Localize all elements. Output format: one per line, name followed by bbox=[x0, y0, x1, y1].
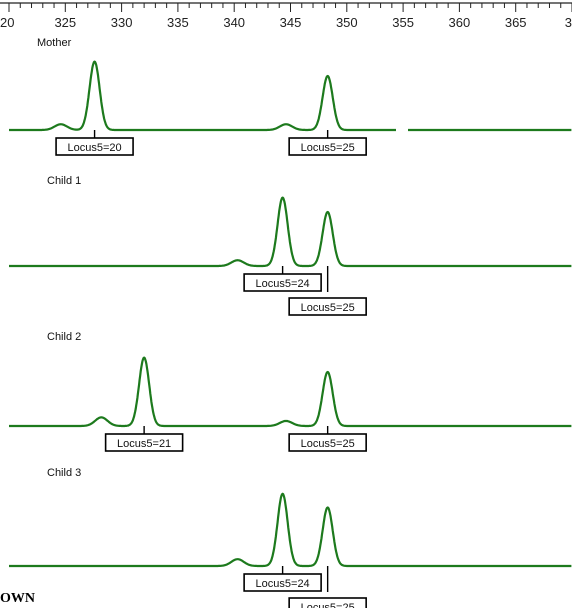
allele-box bbox=[288, 597, 367, 608]
x-tick-label: 355 bbox=[392, 15, 414, 30]
footer-text: OWN bbox=[0, 591, 35, 606]
x-tick-label: 325 bbox=[54, 15, 76, 30]
x-tick-label: 340 bbox=[223, 15, 245, 30]
x-tick-label: 20 bbox=[0, 15, 14, 30]
panel-label: Child 3 bbox=[47, 467, 81, 479]
x-tick-label: 350 bbox=[336, 15, 358, 30]
x-tick-label: 360 bbox=[449, 15, 471, 30]
allele-box bbox=[288, 297, 367, 316]
allele-label: Locus5=25 bbox=[301, 142, 355, 154]
panel-label: Mother bbox=[37, 37, 72, 49]
panel-label: Child 1 bbox=[47, 175, 81, 187]
allele-label: Locus5=21 bbox=[117, 438, 171, 450]
allele-label: Locus5=20 bbox=[68, 142, 122, 154]
allele-label: Locus5=24 bbox=[256, 278, 310, 290]
trace-line bbox=[8, 356, 572, 428]
x-tick-label: 365 bbox=[505, 15, 527, 30]
trace-line bbox=[8, 196, 572, 268]
x-tick-label: 3 bbox=[565, 15, 572, 30]
trace-line bbox=[8, 492, 572, 568]
allele-label: Locus5=25 bbox=[301, 602, 355, 608]
x-tick-label: 345 bbox=[280, 15, 302, 30]
trace-line bbox=[8, 60, 572, 132]
allele-label: Locus5=24 bbox=[256, 578, 310, 590]
panel-label: Child 2 bbox=[47, 331, 81, 343]
allele-label: Locus5=25 bbox=[301, 438, 355, 450]
x-tick-label: 330 bbox=[111, 15, 133, 30]
baseline-gap bbox=[396, 124, 408, 136]
allele-label: Locus5=25 bbox=[301, 302, 355, 314]
x-tick-label: 335 bbox=[167, 15, 189, 30]
